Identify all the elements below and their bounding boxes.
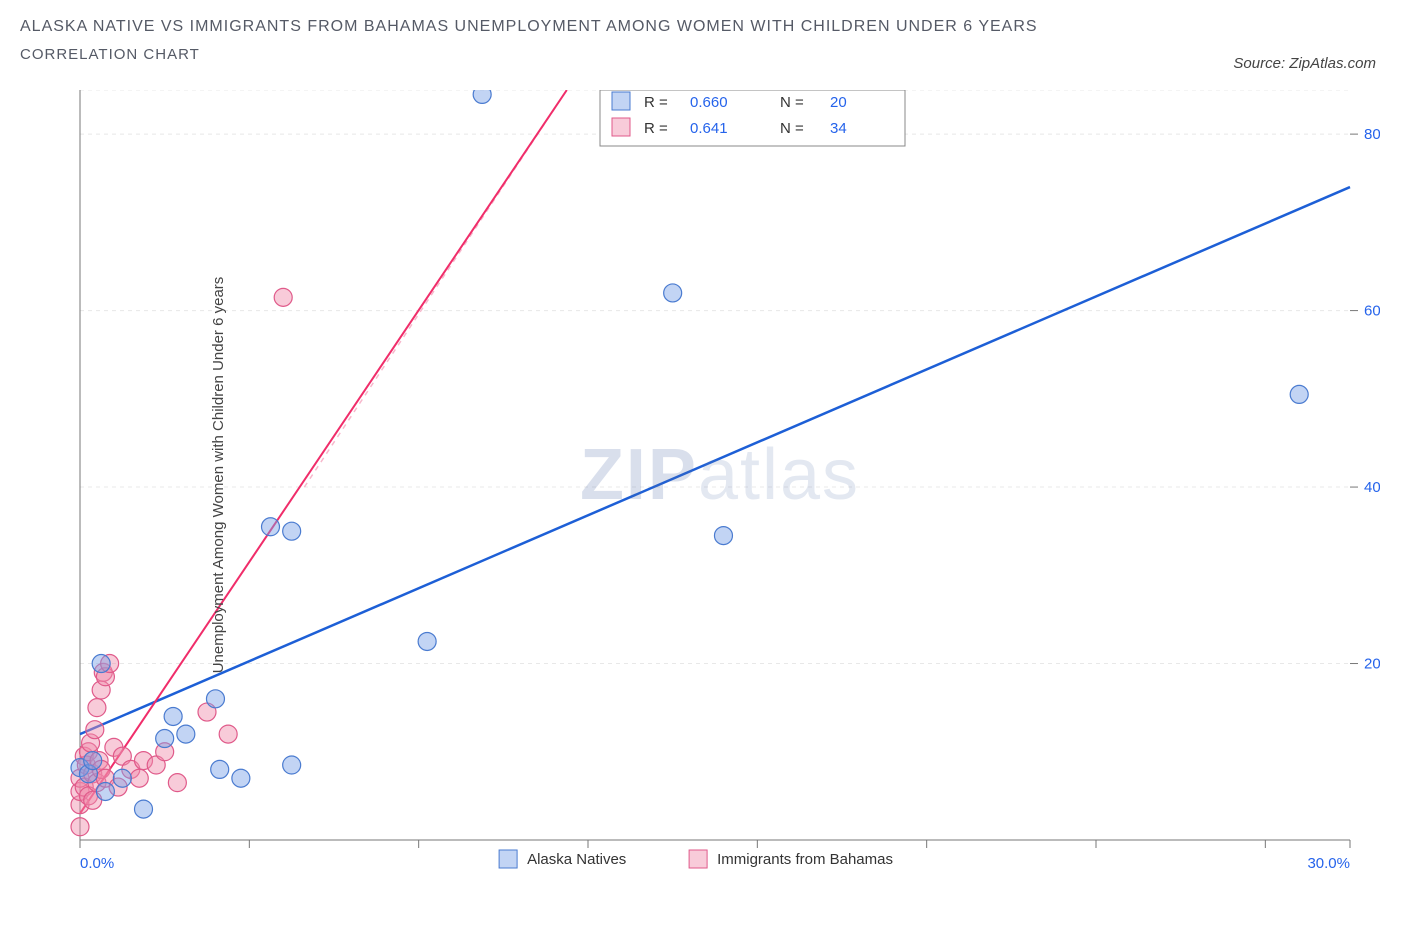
- chart-header: ALASKA NATIVE VS IMMIGRANTS FROM BAHAMAS…: [0, 0, 1406, 64]
- svg-text:40.0%: 40.0%: [1364, 479, 1380, 496]
- svg-text:0.0%: 0.0%: [80, 855, 114, 872]
- svg-text:R =: R =: [644, 120, 668, 137]
- svg-text:30.0%: 30.0%: [1307, 855, 1350, 872]
- chart-area: Unemployment Among Women with Children U…: [60, 90, 1380, 860]
- source-label: Source:: [1233, 55, 1289, 72]
- svg-text:80.0%: 80.0%: [1364, 126, 1380, 143]
- y-axis-label: Unemployment Among Women with Children U…: [210, 277, 227, 674]
- svg-text:Alaska Natives: Alaska Natives: [527, 851, 626, 868]
- svg-text:Immigrants from Bahamas: Immigrants from Bahamas: [717, 851, 893, 868]
- chart-title-line2: CORRELATION CHART: [20, 46, 200, 63]
- svg-text:20.0%: 20.0%: [1364, 656, 1380, 673]
- svg-text:R =: R =: [644, 94, 668, 111]
- svg-text:20: 20: [830, 94, 847, 111]
- svg-text:34: 34: [830, 120, 847, 137]
- svg-text:0.660: 0.660: [690, 94, 728, 111]
- source-attribution: Source: ZipAtlas.com: [1233, 55, 1376, 72]
- svg-text:0.641: 0.641: [690, 120, 728, 137]
- chart-title-line1: ALASKA NATIVE VS IMMIGRANTS FROM BAHAMAS…: [20, 18, 1386, 36]
- source-name: ZipAtlas.com: [1289, 55, 1376, 72]
- svg-text:N =: N =: [780, 94, 804, 111]
- svg-text:60.0%: 60.0%: [1364, 303, 1380, 320]
- svg-text:N =: N =: [780, 120, 804, 137]
- scatter-chart: 0.0% 30.0% 20.0% 40.0% 60.0% 80.0% R = 0.660 N =…: [60, 90, 1380, 890]
